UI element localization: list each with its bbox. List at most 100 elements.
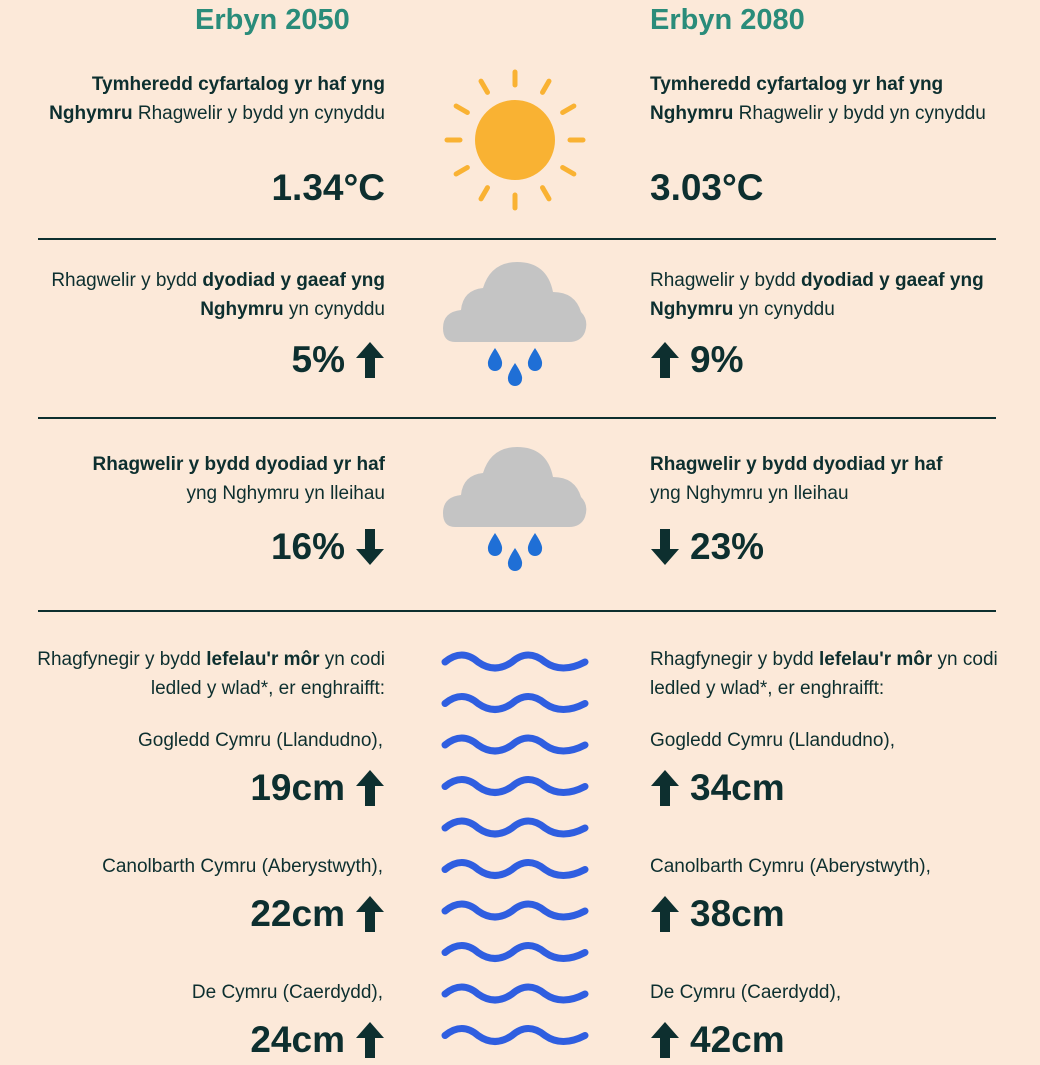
value-row: 34cm xyxy=(650,763,785,813)
value-row: 38cm xyxy=(650,889,785,939)
value: 9% xyxy=(690,339,744,380)
arrow xyxy=(651,342,679,378)
description: Rhagfynegir y bydd lefelau'r môr yn codi… xyxy=(650,645,1030,703)
description-part: lefelau'r môr xyxy=(819,649,933,670)
rain-drop xyxy=(507,548,523,571)
arrow-icon xyxy=(651,529,679,565)
cloud xyxy=(443,262,587,342)
value: 42cm xyxy=(690,1019,785,1060)
description-part: yng Nghymru yn lleihau xyxy=(650,483,849,504)
arrow-icon xyxy=(356,770,384,806)
wave xyxy=(441,859,589,879)
value-row: 19cm xyxy=(250,763,385,813)
arrow xyxy=(356,896,384,932)
arrow xyxy=(356,529,384,565)
description-part: yn codi ledled y wlad*, er enghraifft: xyxy=(150,649,385,699)
sun xyxy=(475,100,555,180)
description: Rhagwelir y bydd dyodiad y gaeaf yng Ngh… xyxy=(650,266,1010,324)
rain-icon xyxy=(443,262,587,386)
rain-drop xyxy=(527,533,543,556)
arrow-icon xyxy=(356,896,384,932)
sun-ray xyxy=(478,185,490,202)
description-part: Tymheredd cyfartalog yr haf yng Nghymru xyxy=(49,74,385,124)
description-part: Tymheredd cyfartalog yr haf yng Nghymru xyxy=(650,74,944,124)
arrow xyxy=(651,896,679,932)
arrow-icon xyxy=(356,1022,384,1058)
wave xyxy=(441,1025,589,1045)
description-part: Rhagwelir y bydd yn cynyddu xyxy=(132,103,385,124)
arrow xyxy=(651,1022,679,1058)
arrow-icon xyxy=(651,770,679,806)
arrow xyxy=(651,770,679,806)
description: Tymheredd cyfartalog yr haf yng Nghymru … xyxy=(650,70,1000,128)
value: 1.34°C xyxy=(271,167,385,208)
value-row: 22cm xyxy=(250,889,385,939)
value: 3.03°C xyxy=(650,167,764,208)
description-part: yn cynyddu xyxy=(283,299,385,320)
description: Rhagwelir y bydd dyodiad yr haf yng Nghy… xyxy=(650,450,950,508)
wave xyxy=(441,817,589,838)
arrow xyxy=(356,1022,384,1058)
sun-ray xyxy=(540,185,552,202)
wave xyxy=(441,734,589,755)
wave xyxy=(441,942,589,962)
value-row: 16% xyxy=(271,522,385,572)
sun-ray xyxy=(560,165,577,177)
description: Tymheredd cyfartalog yr haf yng Nghymru … xyxy=(35,70,385,128)
description-part: Rhagfynegir y bydd xyxy=(650,649,819,670)
description-part: Rhagwelir y bydd xyxy=(650,270,802,291)
value: 24cm xyxy=(250,1019,345,1060)
value: 34cm xyxy=(690,767,785,808)
place-name: Gogledd Cymru (Llandudno), xyxy=(137,730,383,751)
value: 19cm xyxy=(250,767,345,808)
wave xyxy=(441,651,589,672)
rain-drop xyxy=(527,348,543,371)
description-part: Rhagwelir y bydd yn cynyddu xyxy=(733,103,986,124)
value-row: 9% xyxy=(650,335,743,385)
value-row: 3.03°C xyxy=(650,163,764,213)
place-name: De Cymru (Caerdydd), xyxy=(191,982,383,1003)
value: 16% xyxy=(270,526,345,567)
column-header: Erbyn 2050 xyxy=(195,4,350,36)
sun-ray xyxy=(453,165,470,177)
rain-drop xyxy=(487,533,503,556)
description-part: lefelau'r môr xyxy=(206,649,320,670)
arrow xyxy=(356,342,384,378)
description-part: yn codi ledled y wlad*, er enghraifft: xyxy=(650,649,998,699)
value: 22cm xyxy=(250,893,345,934)
divider xyxy=(38,417,996,419)
description: Rhagfynegir y bydd lefelau'r môr yn codi… xyxy=(5,645,385,703)
description-part: Rhagwelir y bydd dyodiad yr haf xyxy=(650,454,943,475)
arrow xyxy=(356,770,384,806)
value: 23% xyxy=(690,526,765,567)
arrow-icon xyxy=(356,342,384,378)
sun-ray xyxy=(560,103,577,115)
place-name: Canolbarth Cymru (Aberystwyth), xyxy=(650,856,931,877)
description-part: yn cynyddu xyxy=(733,299,835,320)
arrow-icon xyxy=(651,342,679,378)
sun-ray xyxy=(540,78,552,95)
value-row: 1.34°C xyxy=(271,163,385,213)
description-part: Rhagwelir y bydd xyxy=(51,270,203,291)
waves-icon xyxy=(441,651,589,1045)
rain-drop xyxy=(487,348,503,371)
place-name: Gogledd Cymru (Llandudno), xyxy=(650,730,896,751)
value: 38cm xyxy=(690,893,785,934)
wave xyxy=(441,983,589,1004)
sun-ray xyxy=(453,103,470,115)
arrow-icon xyxy=(651,1022,679,1058)
place-name: De Cymru (Caerdydd), xyxy=(650,982,842,1003)
wave xyxy=(441,693,589,713)
arrow xyxy=(651,529,679,565)
divider xyxy=(38,238,996,240)
value-row: 5% xyxy=(292,335,385,385)
divider xyxy=(38,610,996,612)
rain-icon xyxy=(443,447,587,571)
description-part: dyodiad y gaeaf yng Nghymru xyxy=(650,270,984,320)
arrow-icon xyxy=(651,896,679,932)
wave xyxy=(441,776,589,796)
sun-ray xyxy=(478,78,490,95)
description: Rhagwelir y bydd dyodiad yr haf yng Nghy… xyxy=(85,450,385,508)
cloud xyxy=(443,447,587,527)
